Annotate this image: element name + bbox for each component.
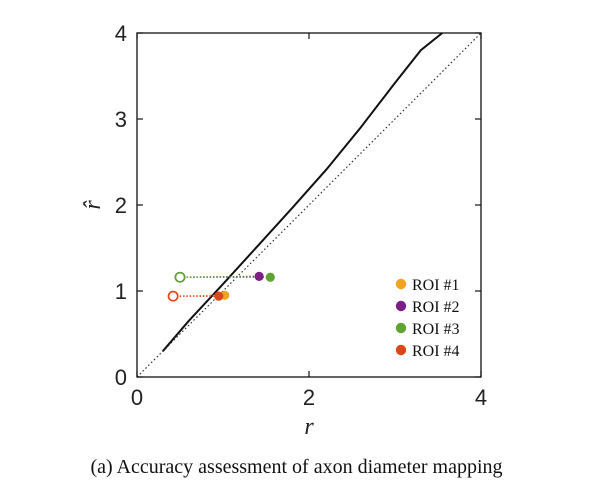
legend-label: ROI #2 — [412, 299, 460, 316]
legend: ROI #1 ROI #2 ROI #3 ROI #4 — [395, 277, 460, 360]
identity-reference-line — [136, 32, 482, 378]
chart: 0 2 4 0 1 2 3 4 r r̂ ROI #1 ROI #2 ROI #3 ROI #4 — [80, 21, 487, 440]
model-curve — [162, 32, 443, 352]
x-axis-label: r — [304, 414, 314, 440]
roi-filled-marker — [254, 271, 264, 281]
legend-marker — [395, 322, 407, 334]
y-tick-label: 0 — [115, 365, 127, 390]
y-axis-label: r̂ — [80, 200, 106, 210]
roi-open-marker — [174, 271, 186, 283]
roi-filled-marker — [265, 272, 275, 282]
roi-open-marker — [167, 290, 179, 302]
figure-caption: (a) Accuracy assessment of axon diameter… — [90, 456, 503, 478]
axis-ticks: 0 2 4 0 1 2 3 4 — [115, 21, 487, 410]
legend-marker — [395, 344, 407, 356]
y-tick-label: 4 — [115, 21, 127, 46]
legend-marker — [395, 300, 407, 312]
y-tick-label: 3 — [115, 107, 127, 132]
y-tick-label: 1 — [115, 279, 127, 304]
x-tick-label: 2 — [303, 385, 315, 410]
legend-label: ROI #3 — [412, 321, 460, 338]
x-tick-label: 0 — [131, 385, 143, 410]
legend-marker — [395, 278, 407, 290]
roi-filled-marker — [214, 291, 224, 301]
roi-markers — [167, 271, 275, 302]
legend-label: ROI #4 — [412, 343, 460, 360]
x-tick-label: 4 — [475, 385, 487, 410]
legend-label: ROI #1 — [412, 277, 460, 294]
y-tick-label: 2 — [115, 193, 127, 218]
